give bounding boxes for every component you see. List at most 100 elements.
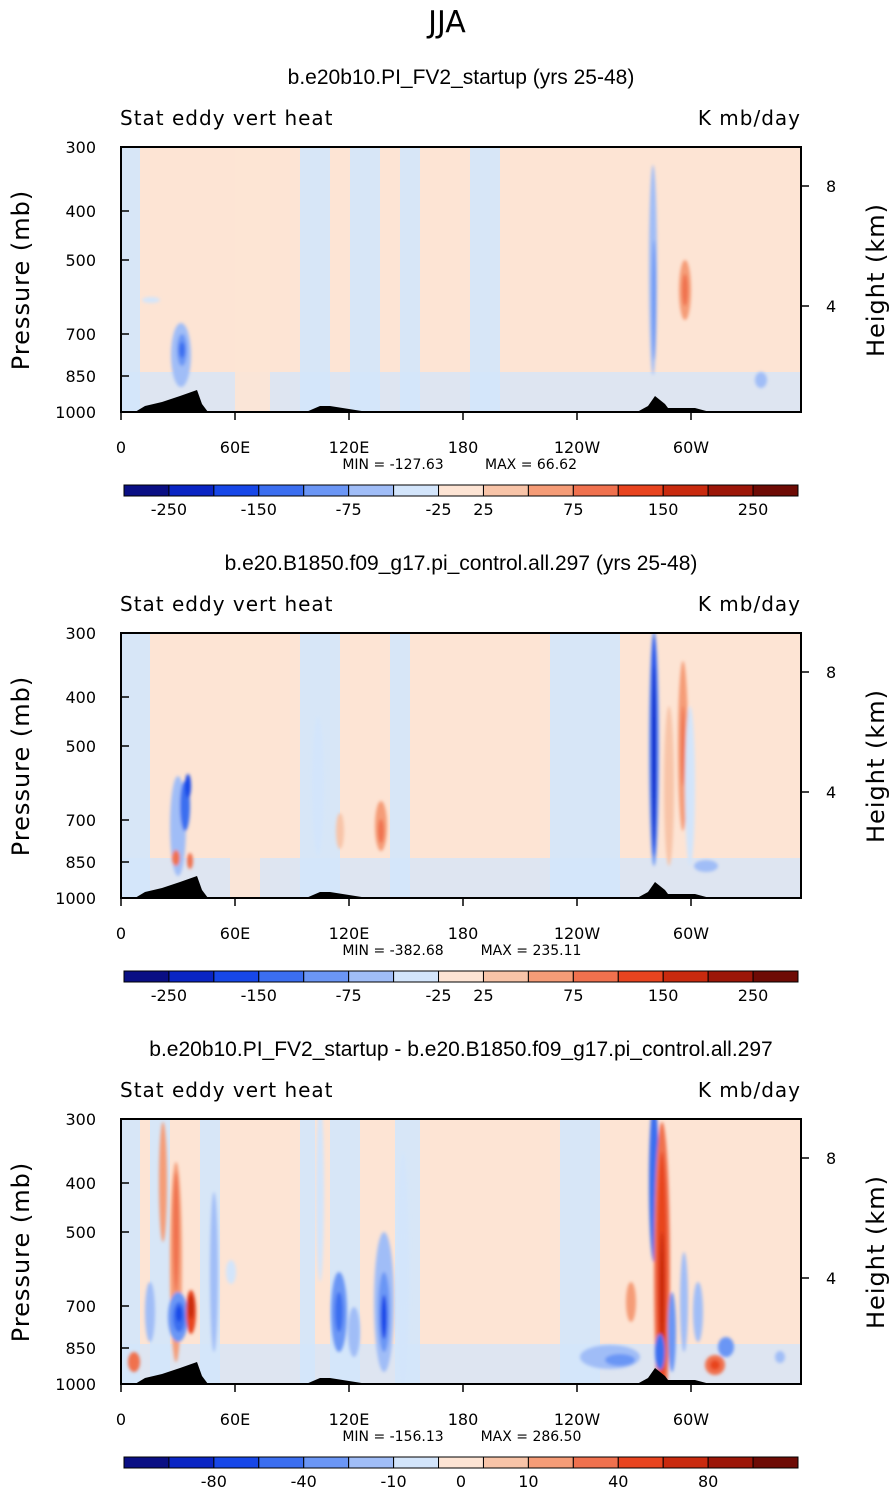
colorbar-swatch	[303, 970, 350, 983]
max-value-text: MAX = 66.62	[485, 457, 577, 473]
panel-title: b.e20b10.PI_FV2_startup - b.e20.B1850.f0…	[149, 1038, 772, 1061]
colorbar-swatch	[617, 1456, 664, 1469]
y2-tick-label: 4	[826, 783, 836, 802]
plot-frame	[120, 632, 802, 899]
colorbar-swatch	[258, 484, 305, 497]
contour-band	[390, 633, 410, 898]
colorbar-swatch	[482, 970, 529, 983]
y-tick-label: 400	[65, 688, 96, 707]
x-tick-label: 180	[448, 1410, 479, 1429]
colorbar-label: 150	[648, 986, 679, 1005]
colorbar-swatch	[258, 1456, 305, 1469]
colorbar-label: -150	[241, 500, 277, 519]
x-tick-label: 60E	[220, 1410, 250, 1429]
contour-cell	[316, 1119, 324, 1282]
x-tick-label: 60W	[673, 1410, 709, 1429]
x-tick-label: 0	[116, 438, 126, 457]
colorbar-label: 250	[738, 500, 769, 519]
x-tick-label: 120E	[329, 1410, 370, 1429]
variable-label: Stat eddy vert heat	[120, 106, 334, 130]
colorbar-label: 25	[473, 986, 493, 1005]
colorbar-label: 150	[648, 500, 679, 519]
colorbar-label: -80	[201, 1472, 227, 1491]
y-tick-label: 400	[65, 202, 96, 221]
colorbar-label: 250	[738, 986, 769, 1005]
contour-band	[560, 1119, 600, 1384]
colorbar-swatch	[438, 484, 484, 497]
colorbar-swatch	[348, 970, 395, 983]
y-tick-label: 400	[65, 1174, 96, 1193]
contour-cell	[188, 1295, 194, 1319]
y-tick-label: 300	[65, 624, 96, 643]
chart-panel-3: b.e20b10.PI_FV2_startup - b.e20.B1850.f0…	[7, 1038, 890, 1491]
contour-band	[300, 1119, 315, 1384]
colorbar-swatch	[213, 1456, 260, 1469]
max-value-text: MAX = 286.50	[481, 1429, 582, 1445]
y-tick-label: 1000	[55, 1375, 96, 1394]
contour-cell	[718, 1337, 734, 1357]
contour-cell	[681, 706, 685, 786]
colorbar-swatch	[213, 484, 260, 497]
y2-tick-label: 8	[826, 663, 836, 682]
colorbar-label: -25	[425, 986, 451, 1005]
lower-negative-region	[121, 1344, 801, 1384]
contour-cell	[159, 1122, 167, 1242]
colorbar-swatch	[572, 970, 619, 983]
y-tick-label: 1000	[55, 403, 96, 422]
y-axis-label: Pressure (mb)	[7, 190, 35, 370]
colorbar-label: -250	[151, 986, 187, 1005]
panel-title: b.e20.B1850.f09_g17.pi_control.all.297 (…	[225, 552, 698, 575]
colorbar-swatch	[752, 484, 799, 497]
colorbar-swatch	[213, 970, 260, 983]
colorbar-swatch	[572, 484, 619, 497]
contour-band	[300, 147, 330, 412]
colorbar-label: -10	[381, 1472, 407, 1491]
y-tick-label: 500	[65, 251, 96, 270]
x-tick-label: 120W	[554, 1410, 601, 1429]
contour-cell	[335, 1292, 343, 1332]
contour-band	[235, 147, 270, 412]
colorbar-swatch	[303, 484, 350, 497]
x-tick-label: 60W	[673, 438, 709, 457]
colorbar-swatch	[482, 484, 529, 497]
colorbar-label: 80	[698, 1472, 718, 1491]
y2-tick-label: 4	[826, 1269, 836, 1288]
plot-frame	[120, 1118, 802, 1385]
colorbar-swatch	[707, 484, 754, 497]
contour-cell	[680, 1252, 688, 1352]
y-axis-label: Pressure (mb)	[7, 1162, 35, 1342]
min-value-text: MIN = -156.13	[342, 1429, 443, 1445]
contour-cell	[710, 1360, 720, 1370]
contour-cell	[145, 1282, 155, 1342]
colorbar-label: 10	[518, 1472, 538, 1491]
colorbar-swatch	[123, 484, 170, 497]
contour-cell	[664, 706, 674, 866]
colorbar-swatch	[348, 1456, 395, 1469]
contour-cell	[185, 774, 191, 798]
colorbar-swatch	[527, 484, 574, 497]
contour-blobs	[170, 633, 718, 876]
colorbar-swatch	[438, 1456, 484, 1469]
colorbar-swatch	[572, 1456, 619, 1469]
y-tick-label: 700	[65, 1297, 96, 1316]
colorbar-swatch	[482, 1456, 529, 1469]
chart-panel-2: b.e20.B1850.f09_g17.pi_control.all.297 (…	[7, 552, 890, 1005]
colorbar-swatch	[752, 970, 799, 983]
x-tick-label: 120W	[554, 924, 601, 943]
y-tick-label: 300	[65, 138, 96, 157]
units-label: K mb/day	[698, 592, 801, 616]
colorbar-swatch	[123, 1456, 170, 1469]
colorbar-swatch	[752, 1456, 799, 1469]
contour-cell	[652, 240, 656, 360]
x-tick-label: 180	[448, 438, 479, 457]
contour-band	[121, 1119, 140, 1384]
colorbar-swatch	[617, 970, 664, 983]
colorbar-swatch	[662, 970, 709, 983]
y-tick-label: 850	[65, 367, 96, 386]
colorbar-swatch	[348, 484, 395, 497]
colorbar-swatch	[662, 484, 709, 497]
variable-label: Stat eddy vert heat	[120, 592, 334, 616]
colorbar-swatch	[527, 1456, 574, 1469]
contour-cell	[210, 1192, 218, 1352]
min-value-text: MIN = -382.68	[342, 943, 443, 959]
